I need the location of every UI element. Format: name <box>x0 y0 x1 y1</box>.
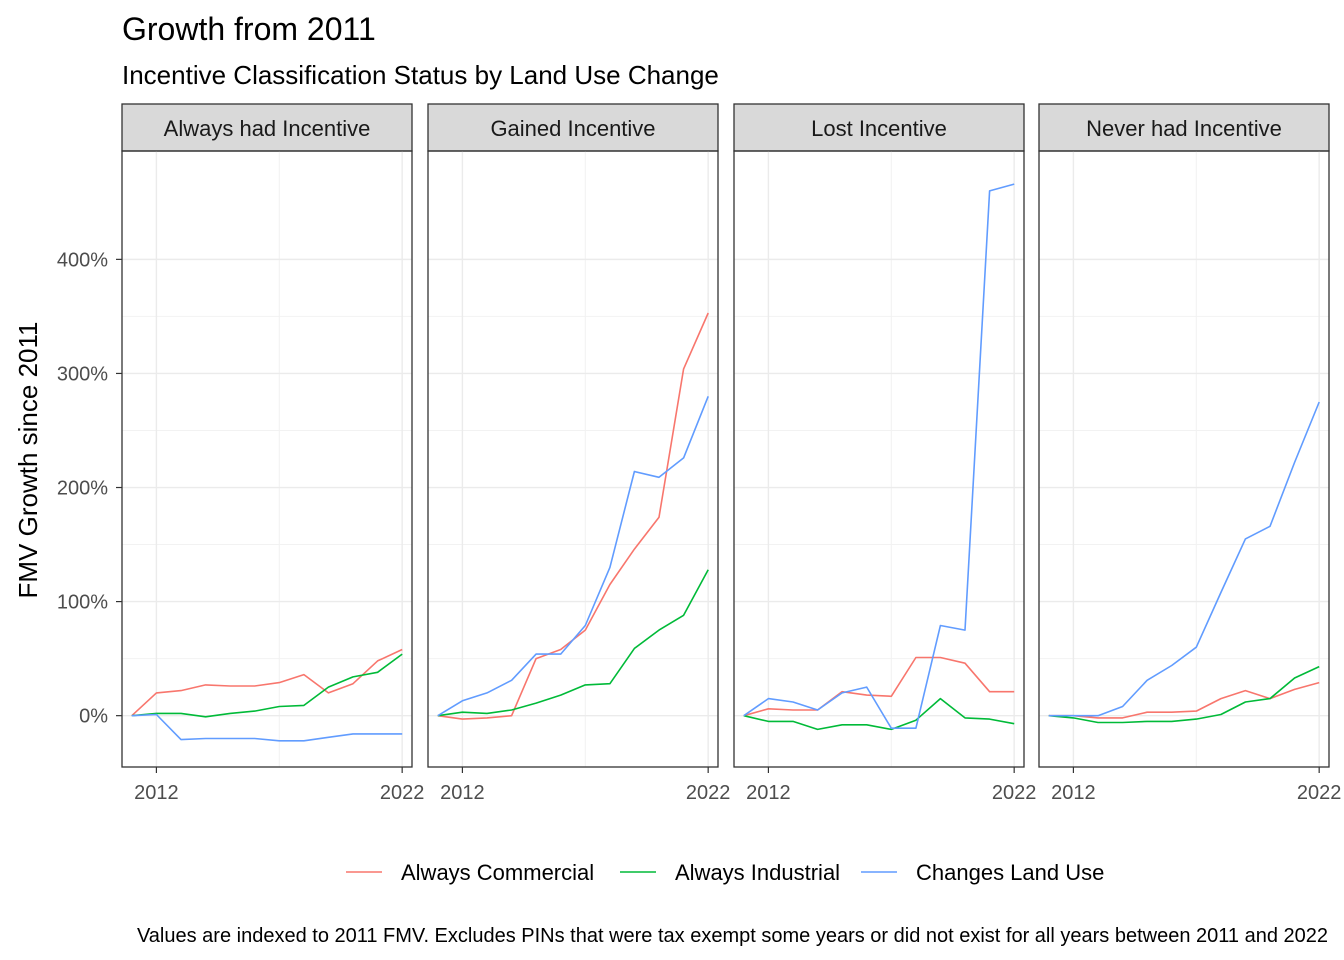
panel-lost-incentive: Lost Incentive 2012 2022 <box>733 103 1037 804</box>
series-line-changes-land-use <box>743 183 1015 730</box>
chart-subtitle: Incentive Classification Status by Land … <box>122 60 719 90</box>
y-tick-label: 400% <box>57 249 108 271</box>
panel-border <box>733 150 1025 768</box>
legend-label-always-commercial: Always Commercial <box>401 860 594 885</box>
series-line-always-industrial <box>1048 665 1320 724</box>
series-line-always-commercial <box>743 656 1015 717</box>
series-line-changes-land-use <box>131 713 403 742</box>
x-tick-label: 2012 <box>746 782 791 804</box>
y-tick-label: 100% <box>57 592 108 614</box>
facet-strip <box>1038 103 1330 152</box>
y-tick-label: 300% <box>57 363 108 385</box>
series-line-changes-land-use <box>1048 401 1320 717</box>
legend-label-changes-land-use: Changes Land Use <box>916 860 1104 885</box>
panel-gained-incentive: Gained Incentive 2012 2022 <box>427 103 731 804</box>
panel-border <box>427 150 719 768</box>
facet-strip <box>733 103 1025 152</box>
facet-strip-label: Never had Incentive <box>1086 116 1282 141</box>
x-tick-label: 2022 <box>992 782 1037 804</box>
panel-border <box>1038 150 1330 768</box>
facet-panels: 0% 100% 200% 300% 400% Always had Incentive 20… <box>57 103 1342 804</box>
x-tick-label: 2012 <box>440 782 485 804</box>
facet-strip-label: Lost Incentive <box>811 116 947 141</box>
series-line-always-commercial <box>131 648 403 717</box>
x-tick-label: 2022 <box>686 782 731 804</box>
panel-always-had-incentive: Always had Incentive 2012 2022 <box>121 103 425 804</box>
legend: Always Commercial Always Industrial Change… <box>346 860 1104 885</box>
x-tick-label: 2022 <box>1297 782 1342 804</box>
legend-label-always-industrial: Always Industrial <box>675 860 840 885</box>
series-line-changes-land-use <box>437 396 709 717</box>
x-tick-label: 2012 <box>1051 782 1096 804</box>
y-axis-title: FMV Growth since 2011 <box>13 322 43 599</box>
x-tick-label: 2012 <box>134 782 179 804</box>
facet-strip-label: Gained Incentive <box>490 116 655 141</box>
panel-border <box>121 150 413 768</box>
chart-caption: Values are indexed to 2011 FMV. Excludes… <box>137 925 1328 947</box>
facet-strip <box>121 103 413 152</box>
y-tick-label: 200% <box>57 478 108 500</box>
x-tick-label: 2022 <box>380 782 425 804</box>
facet-strip-label: Always had Incentive <box>164 116 371 141</box>
chart-title: Growth from 2011 <box>122 11 376 47</box>
series-line-always-commercial <box>1048 681 1320 719</box>
y-tick-label: 0% <box>79 706 108 728</box>
series-line-always-industrial <box>743 697 1015 731</box>
panel-never-had-incentive: Never had Incentive 2012 2022 <box>1038 103 1342 804</box>
series-line-always-industrial <box>131 653 403 718</box>
series-line-always-industrial <box>437 569 709 717</box>
